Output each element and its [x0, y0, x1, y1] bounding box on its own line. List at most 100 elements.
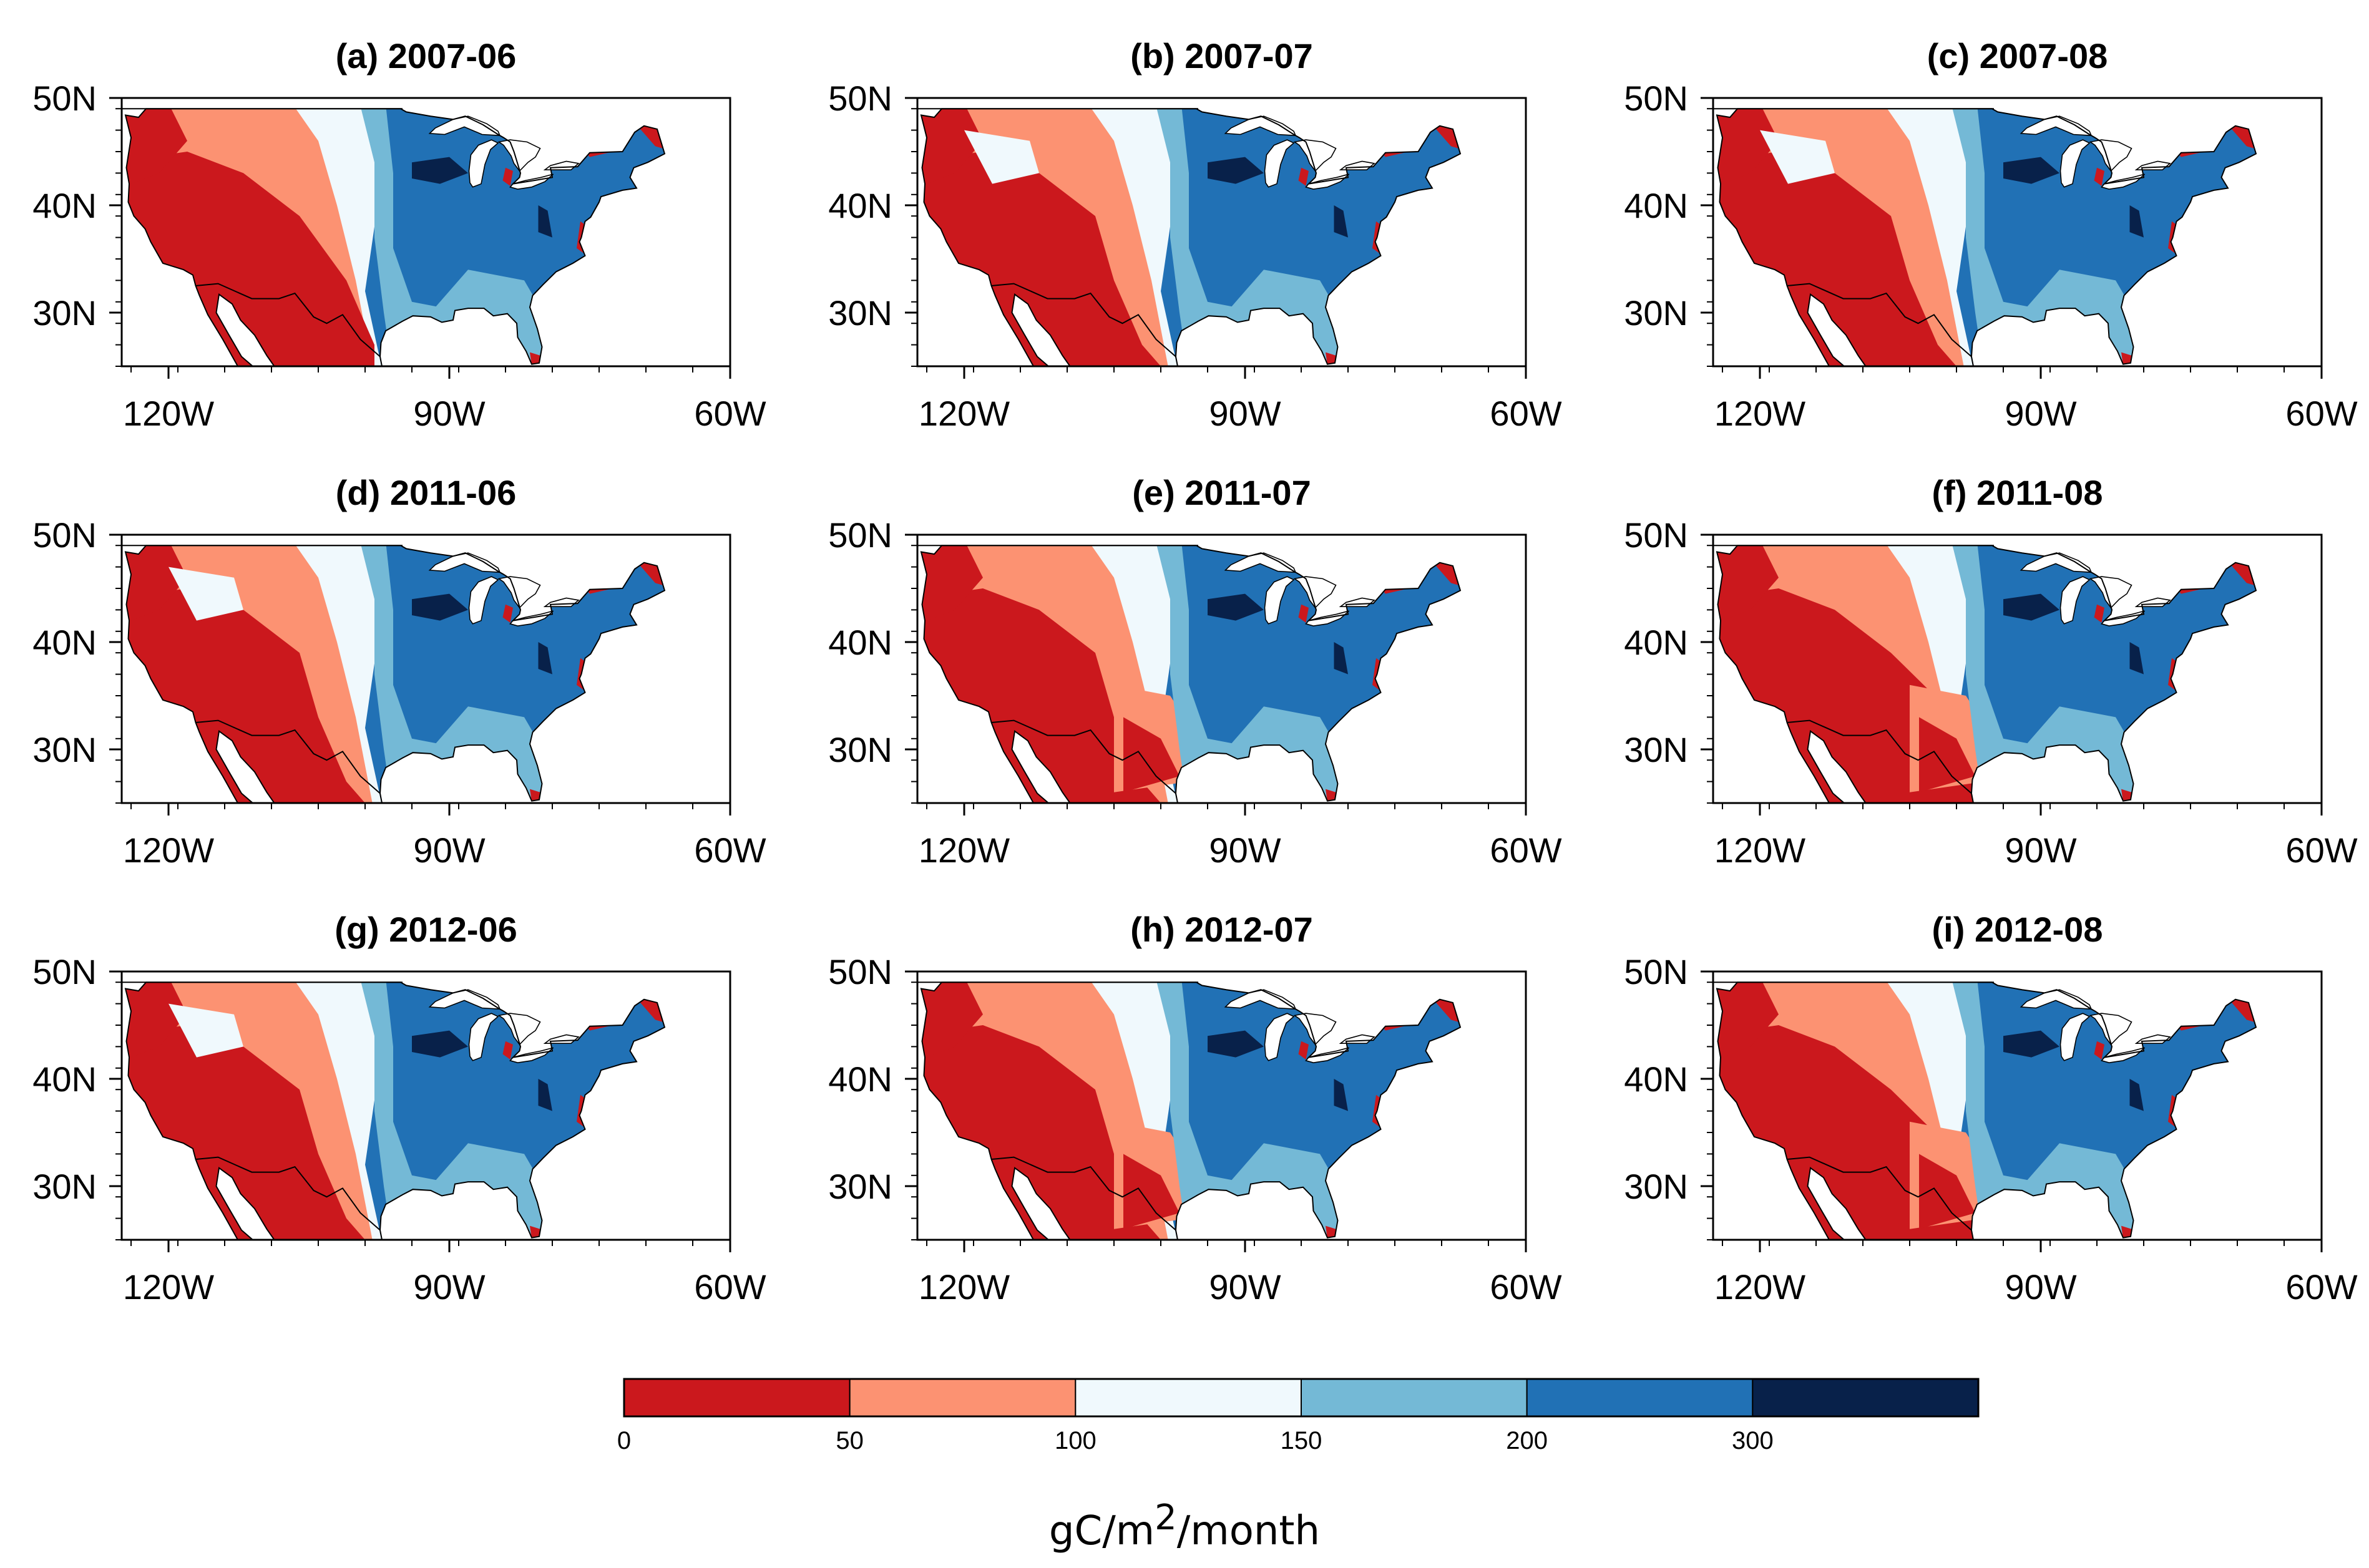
- contour-region: [921, 109, 983, 184]
- unit-suffix: /month: [1177, 1508, 1320, 1554]
- contour-region: [125, 545, 187, 621]
- country-border: [1787, 1156, 1972, 1231]
- contour-region: [637, 562, 665, 588]
- lon-tick-label: 90W: [1209, 1267, 1281, 1307]
- lake: [1293, 576, 1337, 609]
- contour-region: [2003, 593, 2059, 621]
- contour-region: [2121, 1225, 2132, 1239]
- map-panel: (b) 2007-07 50N 40N 30N 120W 90W 60W: [828, 36, 1561, 433]
- lake: [497, 576, 541, 609]
- contour-region: [538, 1079, 552, 1111]
- contour-region: [169, 567, 243, 621]
- map-panel: (f) 2011-08 50N 40N 30N 120W 90W 60W: [1624, 473, 2357, 870]
- lake: [428, 552, 501, 573]
- contour-region: [2094, 1041, 2104, 1059]
- contour-region: [1123, 717, 1180, 792]
- contour-region: [384, 545, 665, 749]
- colorbar-unit-label: gC/m2/month: [1049, 1497, 1320, 1554]
- lat-tick-label: 50N: [1624, 952, 1688, 991]
- country-border: [991, 1156, 1176, 1231]
- lake: [468, 139, 499, 188]
- map-panel: (i) 2012-08 50N 40N 30N 120W 90W 60W: [1624, 910, 2357, 1307]
- map-frame: [120, 533, 731, 804]
- lon-tick-label: 90W: [2005, 1267, 2076, 1307]
- colorbar-label: 300: [1732, 1427, 1774, 1454]
- contour-region: [1975, 109, 2256, 313]
- lake: [2059, 1013, 2091, 1061]
- lon-tick-label: 90W: [2005, 394, 2076, 433]
- contour-region: [1298, 604, 1309, 623]
- contour-region: [1432, 562, 1460, 588]
- lon-tick-label: 60W: [1490, 394, 1561, 433]
- contour-region: [1180, 982, 1460, 1186]
- contour-region: [1975, 982, 2256, 1186]
- contour-region: [412, 1030, 468, 1058]
- colorbar-bin: [849, 1378, 1077, 1417]
- contour-region: [1334, 1079, 1348, 1111]
- lon-tick-label: 60W: [2285, 394, 2357, 433]
- contour-region: [2022, 270, 2134, 318]
- contour-region: [2003, 1030, 2059, 1058]
- colorbar-bin: [623, 1378, 851, 1417]
- contour-region: [2228, 998, 2256, 1025]
- lon-tick-label: 90W: [2005, 830, 2076, 870]
- map-frame: [916, 533, 1527, 804]
- contour-region: [2094, 167, 2104, 186]
- lat-tick-label: 40N: [32, 186, 97, 225]
- contour-region: [2228, 125, 2256, 152]
- lat-tick-label: 40N: [828, 623, 892, 662]
- country-border: [1787, 283, 1972, 358]
- lake: [1264, 576, 1295, 625]
- map-frame: [1712, 970, 2323, 1241]
- lat-tick-label: 30N: [32, 730, 97, 769]
- unit-superscript: 2: [1155, 1497, 1177, 1538]
- lat-tick-label: 30N: [32, 293, 97, 333]
- contour-region: [431, 706, 543, 755]
- contour-region: [1123, 1154, 1180, 1229]
- colorbar-label: 150: [1281, 1427, 1322, 1454]
- lat-tick-label: 50N: [32, 79, 97, 118]
- map-frame: [916, 97, 1527, 368]
- lake: [468, 576, 499, 625]
- contour-region: [530, 1225, 540, 1239]
- contour-region: [1334, 205, 1348, 238]
- contour-region: [1208, 157, 1264, 184]
- lon-tick-label: 90W: [413, 1267, 485, 1307]
- country-border: [991, 719, 1176, 794]
- lake: [1224, 115, 1297, 137]
- lon-tick-label: 60W: [694, 1267, 766, 1307]
- lon-tick-label: 90W: [413, 830, 485, 870]
- lon-tick-label: 120W: [919, 394, 1010, 433]
- lon-tick-label: 90W: [413, 394, 485, 433]
- map-panel: (e) 2011-07 50N 40N 30N 120W 90W 60W: [828, 473, 1561, 870]
- panel-title: (e) 2011-07: [1132, 473, 1311, 512]
- lon-tick-label: 90W: [1209, 830, 1281, 870]
- contour-region: [1298, 1041, 1309, 1059]
- lake: [428, 989, 501, 1010]
- lon-tick-label: 120W: [1714, 394, 1805, 433]
- map-panel: (c) 2007-08 50N 40N 30N 120W 90W 60W: [1624, 36, 2357, 433]
- contour-region: [431, 270, 543, 318]
- lat-tick-label: 50N: [828, 952, 892, 991]
- lon-tick-label: 90W: [1209, 394, 1281, 433]
- panel-title: (i) 2012-08: [1932, 910, 2103, 949]
- lake: [2020, 115, 2093, 137]
- lake: [2089, 576, 2132, 609]
- lat-tick-label: 40N: [32, 1059, 97, 1099]
- lon-tick-label: 60W: [1490, 1267, 1561, 1307]
- country-border: [195, 719, 381, 794]
- contour-region: [431, 1143, 543, 1192]
- contour-region: [1717, 109, 1779, 184]
- contour-region: [1717, 982, 1779, 1058]
- panel-title: (h) 2012-07: [1130, 910, 1313, 949]
- contour-region: [1334, 642, 1348, 674]
- lake: [468, 1013, 499, 1061]
- lat-tick-label: 50N: [32, 952, 97, 991]
- lon-tick-label: 60W: [2285, 1267, 2357, 1307]
- contour-region: [2129, 642, 2144, 674]
- contour-region: [1208, 593, 1264, 621]
- lon-tick-label: 120W: [1714, 830, 1805, 870]
- contour-region: [1326, 789, 1336, 802]
- lat-tick-label: 50N: [828, 79, 892, 118]
